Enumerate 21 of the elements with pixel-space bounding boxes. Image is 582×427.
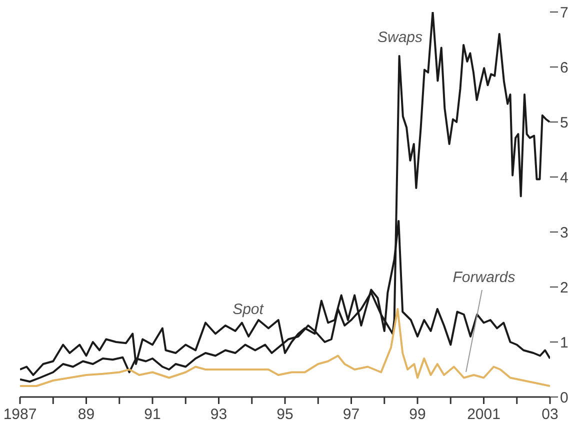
y-tick-label: 5 <box>560 114 568 132</box>
y-tick-label: 6 <box>560 59 568 76</box>
y-tick-label: 1 <box>560 334 568 352</box>
text: Forwards <box>452 269 516 286</box>
x-tick-label: 99 <box>409 406 426 423</box>
x-tick-label: 89 <box>78 406 95 423</box>
y-tick-label: 4 <box>560 169 568 186</box>
series-label: Spot <box>232 301 264 318</box>
x-tick-label: 95 <box>276 406 294 423</box>
x-tick-label: 91 <box>144 406 161 423</box>
y-tick-label: 7 <box>560 4 568 22</box>
x-tick-label: 97 <box>342 406 360 423</box>
y-tick-label: 3 <box>560 224 568 242</box>
series-label: Swaps <box>377 29 424 46</box>
x-tick-label: 93 <box>210 406 228 423</box>
x-tick-label: 03 <box>542 406 558 423</box>
y-tick-label: 0 <box>560 389 568 406</box>
x-tick-label: 1987 <box>3 406 37 423</box>
y-tick-label: 2 <box>560 279 568 296</box>
line-series <box>20 12 550 383</box>
x-tick-label: 2001 <box>467 406 500 423</box>
